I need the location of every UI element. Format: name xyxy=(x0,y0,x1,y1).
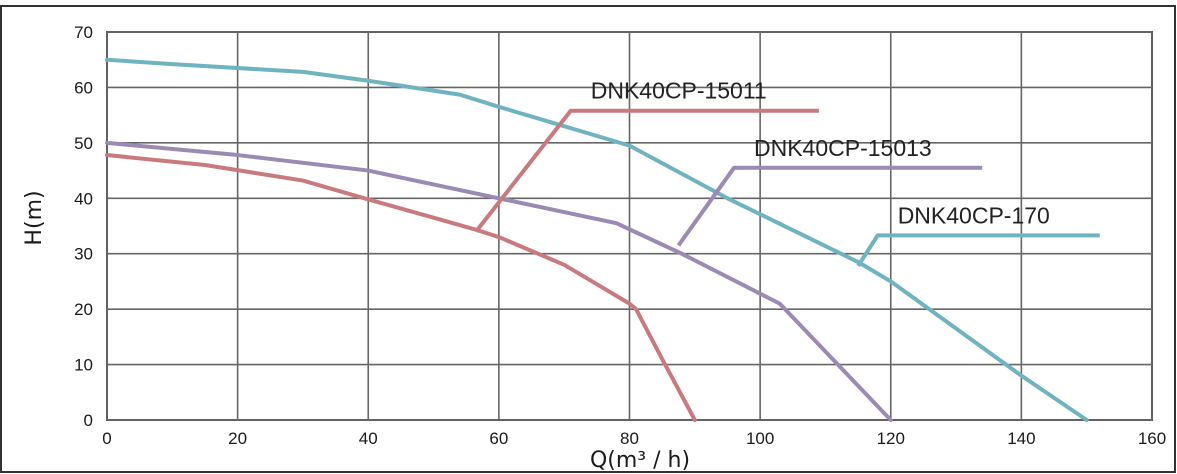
series-line-dnk40cp-170 xyxy=(105,57,1089,422)
series-leader-dnk40cp-15011 xyxy=(474,108,819,233)
series-leader-dnk40cp-15013 xyxy=(676,165,983,247)
series-leader-dnk40cp-170 xyxy=(856,233,1100,267)
y-tick-label: 10 xyxy=(74,356,93,375)
y-tick-label: 70 xyxy=(74,23,93,42)
x-tick-label: 100 xyxy=(746,429,774,448)
x-tick-label: 40 xyxy=(359,429,378,448)
y-tick-label: 50 xyxy=(74,134,93,153)
y-tick-label: 0 xyxy=(84,411,93,430)
y-tick-label: 20 xyxy=(74,300,93,319)
series-line-dnk40cp-15011 xyxy=(105,153,697,422)
x-axis-title: Q(m³ / h) xyxy=(590,448,690,473)
series-line-dnk40cp-15013 xyxy=(105,140,893,422)
y-tick-label: 60 xyxy=(74,78,93,97)
series-label-dnk40cp-15013: DNK40CP-15013 xyxy=(754,135,932,161)
series-label-dnk40cp-15011: DNK40CP-15011 xyxy=(591,78,767,104)
x-tick-label: 160 xyxy=(1138,429,1166,448)
x-tick-label: 120 xyxy=(877,429,905,448)
x-tick-label: 0 xyxy=(102,429,111,448)
x-tick-label: 20 xyxy=(228,429,247,448)
y-axis-title: H(m) xyxy=(22,190,47,245)
x-tick-label: 60 xyxy=(489,429,508,448)
series-label-dnk40cp-170: DNK40CP-170 xyxy=(898,202,1050,228)
x-tick-label: 140 xyxy=(1007,429,1035,448)
outer-border xyxy=(0,5,1176,473)
y-tick-label: 40 xyxy=(74,189,93,208)
y-tick-label: 30 xyxy=(74,245,93,264)
x-tick-label: 80 xyxy=(620,429,639,448)
